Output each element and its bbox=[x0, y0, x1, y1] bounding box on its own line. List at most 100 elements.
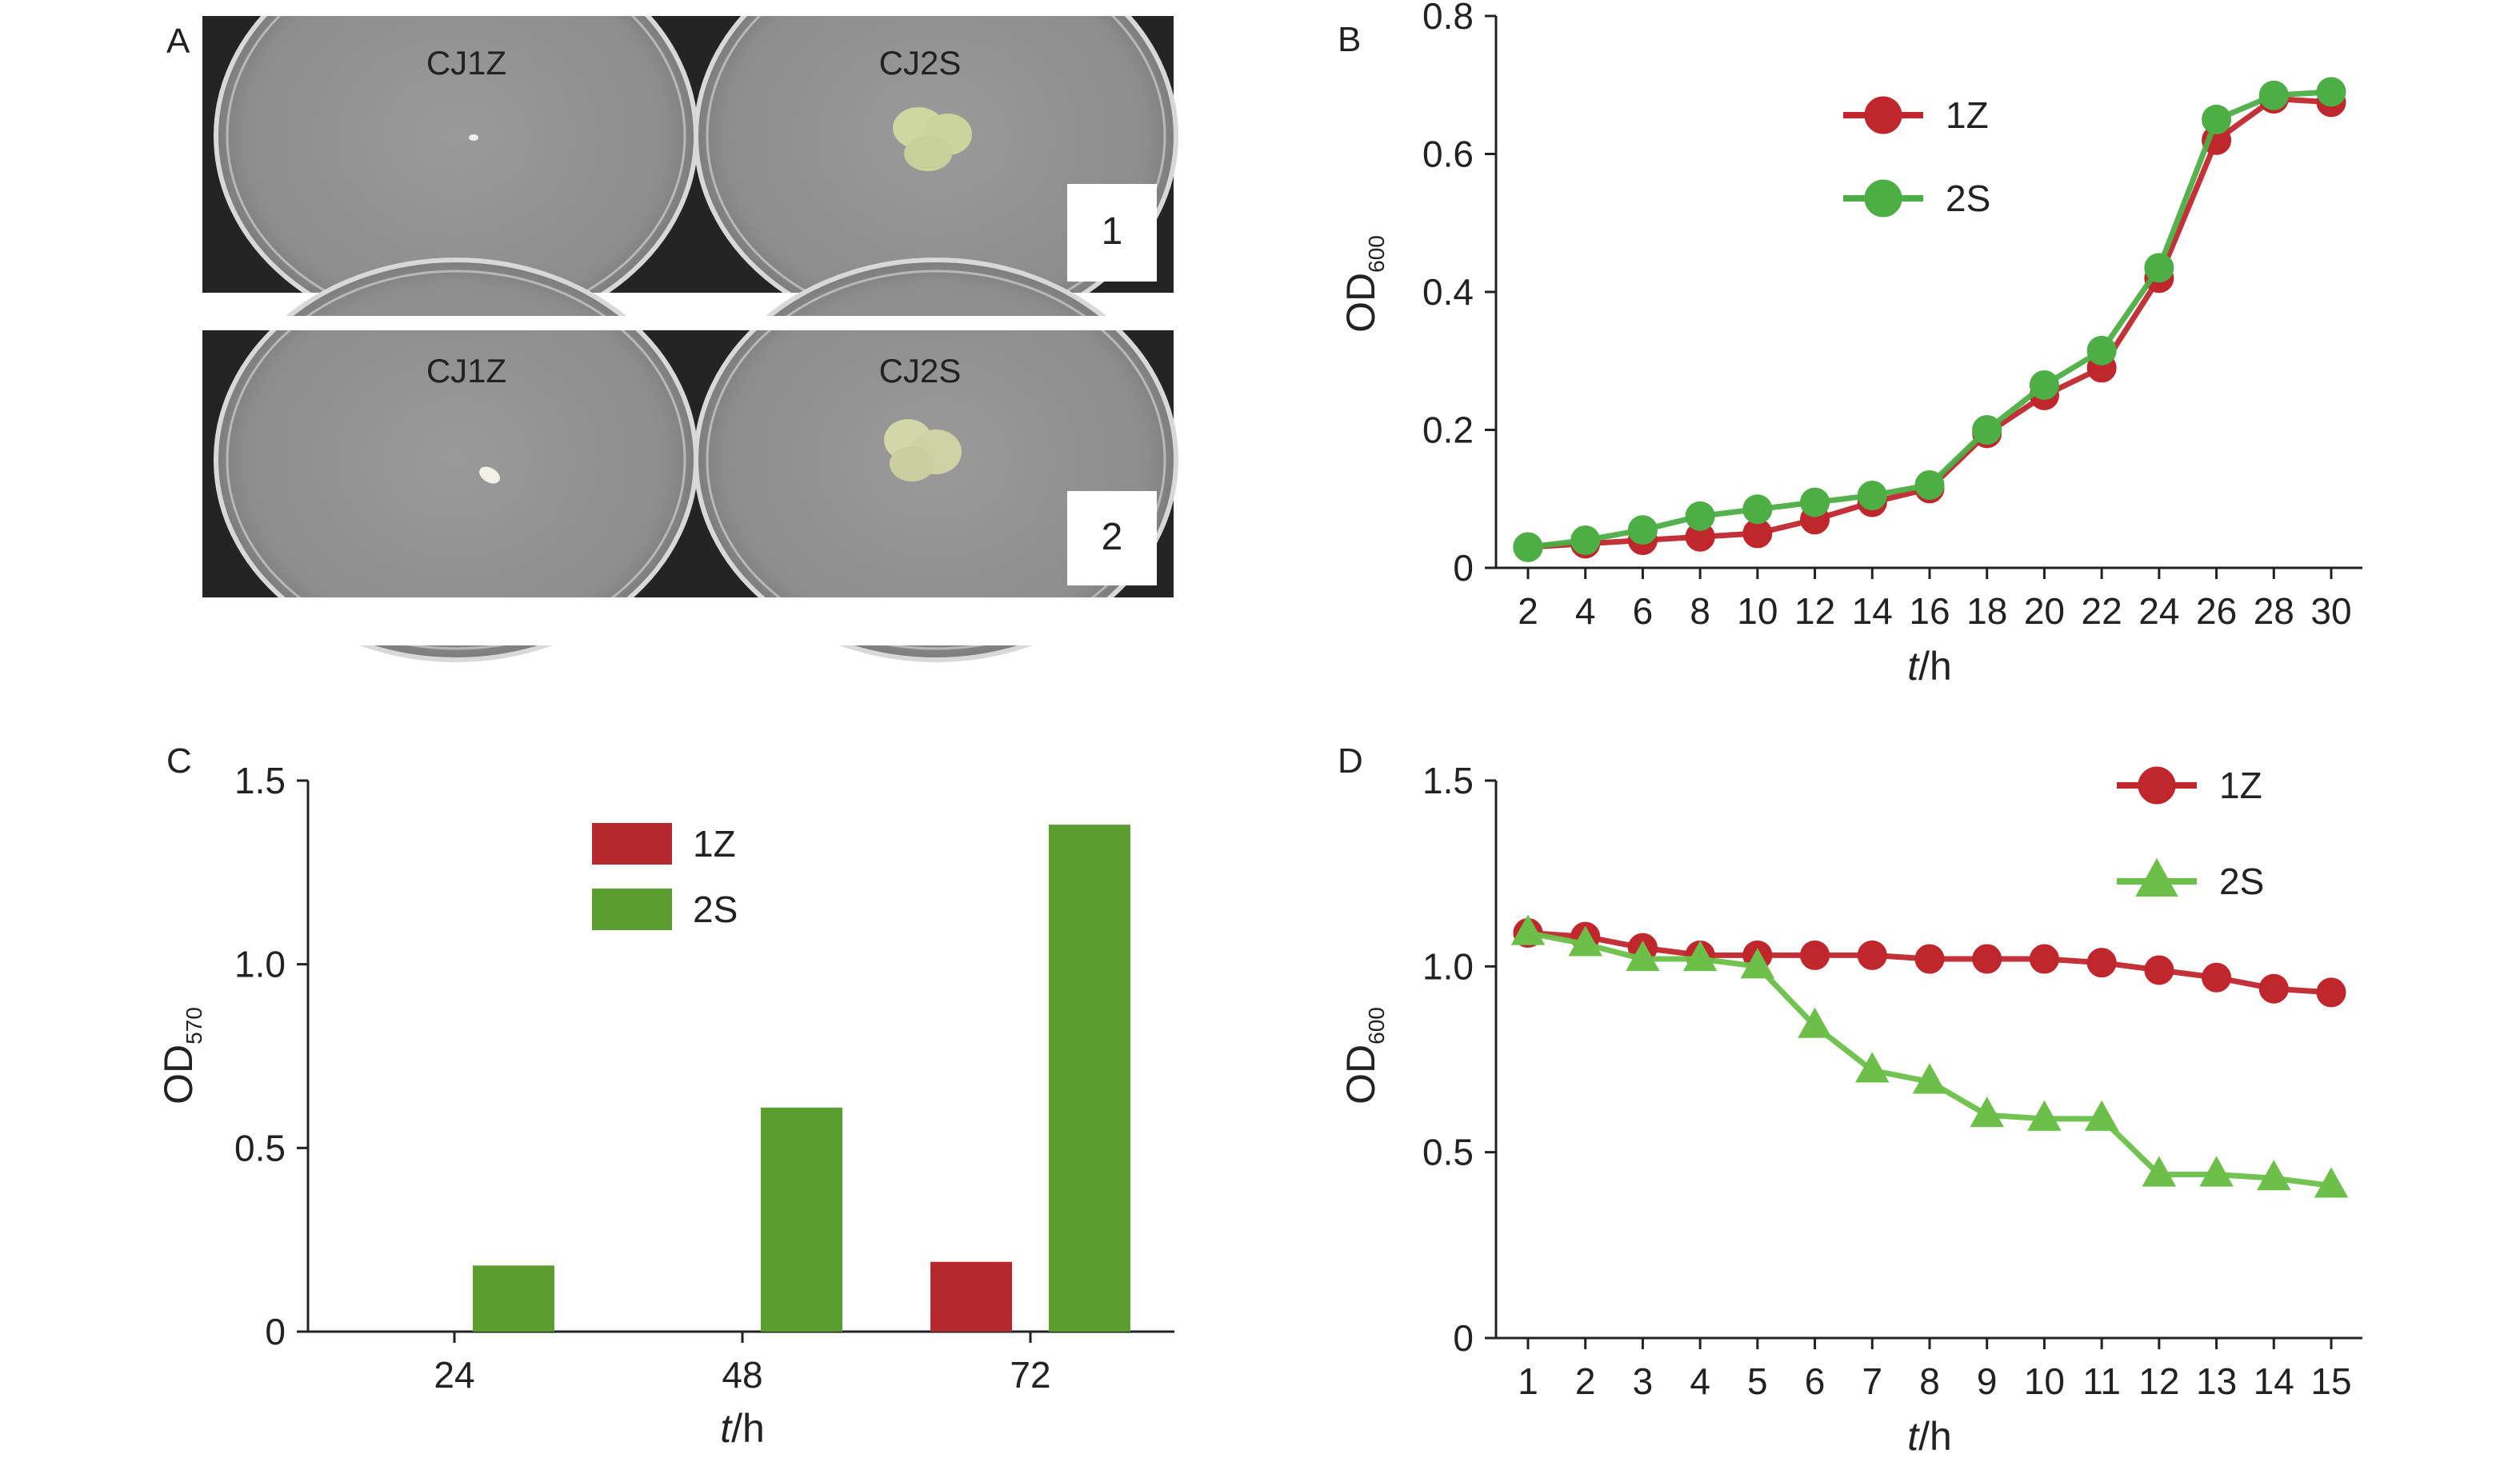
x-tick-label: 12 bbox=[2138, 1360, 2179, 1402]
data-point-1Z bbox=[2144, 955, 2174, 985]
data-point-1Z bbox=[1800, 940, 1830, 970]
x-tick-label: 14 bbox=[2254, 1360, 2294, 1402]
data-point-2S bbox=[2084, 1100, 2119, 1131]
data-point-2S bbox=[1914, 470, 1945, 500]
x-axis-label-variable: t bbox=[1907, 1414, 1920, 1459]
y-tick-label: 0 bbox=[1453, 547, 1474, 589]
panel-label: D bbox=[1338, 741, 1363, 781]
data-point-1Z bbox=[1914, 944, 1945, 974]
data-point-2S bbox=[1682, 940, 1718, 972]
data-point-1Z bbox=[2086, 948, 2117, 978]
x-tick-label: 10 bbox=[2024, 1360, 2065, 1402]
panel-label: B bbox=[1338, 20, 1361, 59]
series-2S bbox=[1513, 77, 2346, 562]
data-point-2S bbox=[2142, 1156, 2177, 1187]
legend-label-2S: 2S bbox=[1946, 178, 1990, 219]
y-tick-label: 0.4 bbox=[1422, 271, 1474, 313]
x-tick-label: 72 bbox=[1010, 1354, 1050, 1396]
x-tick-label: 6 bbox=[1633, 590, 1654, 632]
data-point-2S bbox=[1970, 1097, 2004, 1128]
y-tick-label: 1.0 bbox=[1422, 945, 1474, 987]
x-axis-label-unit: /h bbox=[731, 1406, 765, 1451]
colony-cj1z bbox=[479, 466, 500, 484]
data-point-2S bbox=[2257, 1160, 2291, 1191]
x-tick-label: 13 bbox=[2196, 1360, 2237, 1402]
panel-a-label: A bbox=[166, 22, 190, 61]
data-point-1Z bbox=[1972, 944, 2002, 974]
x-axis-label: t/h bbox=[720, 1406, 765, 1451]
series-2S bbox=[1510, 914, 2349, 1198]
data-point-2S bbox=[1513, 532, 1543, 562]
data-point-1Z bbox=[2029, 944, 2059, 974]
y-axis-label-subscript: 570 bbox=[182, 1007, 206, 1045]
x-tick-label: 5 bbox=[1747, 1360, 1768, 1402]
x-tick-label: 24 bbox=[434, 1354, 474, 1396]
colony-cj2s bbox=[884, 419, 962, 481]
x-tick-label: 6 bbox=[1805, 1360, 1826, 1402]
y-tick-label: 0.8 bbox=[1422, 0, 1474, 37]
x-axis-label-variable: t bbox=[1907, 644, 1920, 689]
photo-number-box bbox=[1067, 491, 1157, 585]
legend-label-2S: 2S bbox=[2219, 861, 2264, 902]
y-axis-label-main: OD bbox=[156, 1045, 201, 1104]
x-tick-label: 1 bbox=[1518, 1360, 1538, 1402]
panel-c-biofilm-bar-chart: 0 0.5 1.0 1.5 OD570 t/h C 24 48 72 1Z 2S bbox=[156, 741, 1174, 1451]
x-axis-label: t/h bbox=[1907, 644, 1952, 689]
data-point-2S bbox=[2202, 104, 2232, 134]
legend-marker-1Z bbox=[1864, 96, 1902, 134]
bar-1Z-72 bbox=[930, 1261, 1013, 1332]
y-axis-label: OD600 bbox=[1338, 235, 1389, 333]
photo-number: 1 bbox=[1102, 210, 1123, 253]
photo-number-box bbox=[1067, 184, 1157, 282]
x-tick-label: 18 bbox=[1966, 590, 2007, 632]
data-point-2S bbox=[2258, 80, 2289, 110]
data-point-2S bbox=[1685, 501, 1715, 531]
data-point-2S bbox=[2029, 369, 2059, 400]
y-tick-label: 0.5 bbox=[234, 1127, 286, 1168]
y-axis-label-subscript: 600 bbox=[1364, 235, 1389, 273]
data-point-2S bbox=[1627, 515, 1658, 545]
x-tick-label: 48 bbox=[722, 1354, 762, 1396]
x-tick-label: 11 bbox=[2082, 1360, 2121, 1402]
x-axis-label-variable: t bbox=[720, 1406, 733, 1451]
x-tick-label: 16 bbox=[1909, 590, 1950, 632]
y-axis-label-subscript: 600 bbox=[1364, 1007, 1389, 1045]
x-axis-label-unit: /h bbox=[1918, 644, 1952, 689]
data-point-2S bbox=[1798, 1007, 1832, 1038]
x-tick-label: 14 bbox=[1852, 590, 1893, 632]
data-point-1Z bbox=[2202, 962, 2232, 993]
data-point-2S bbox=[1800, 487, 1830, 517]
legend-label-1Z: 1Z bbox=[2219, 765, 2262, 806]
data-point-2S bbox=[1510, 914, 1546, 945]
dish-label-right: CJ2S bbox=[879, 352, 962, 389]
data-point-2S bbox=[1626, 940, 1660, 972]
x-tick-label: 2 bbox=[1575, 1360, 1596, 1402]
y-tick-label: 0 bbox=[1453, 1317, 1474, 1359]
y-tick-label: 1.0 bbox=[234, 944, 286, 985]
legend-swatch-1Z bbox=[592, 823, 672, 865]
x-tick-label: 8 bbox=[1690, 590, 1710, 632]
plate-photo-row-1: CJ1Z CJ2S 1 bbox=[202, 0, 1178, 338]
dish-label-left: CJ1Z bbox=[426, 44, 506, 82]
x-tick-label: 3 bbox=[1633, 1360, 1654, 1402]
x-tick-label: 28 bbox=[2254, 590, 2294, 632]
data-point-2S bbox=[1855, 1052, 1890, 1083]
y-axis-label-main: OD bbox=[1338, 1045, 1383, 1104]
colony-cj2s bbox=[893, 107, 972, 171]
x-tick-label: 7 bbox=[1862, 1360, 1882, 1402]
x-tick-label: 4 bbox=[1690, 1360, 1710, 1402]
data-point-2S bbox=[1570, 525, 1601, 555]
data-point-1Z bbox=[2258, 973, 2289, 1004]
data-point-2S bbox=[1857, 480, 1887, 510]
x-tick-label: 30 bbox=[2310, 590, 2351, 632]
y-tick-label: 1.5 bbox=[1422, 760, 1474, 801]
data-point-1Z bbox=[2316, 977, 2346, 1008]
data-point-2S bbox=[2316, 77, 2346, 107]
x-axis-label: t/h bbox=[1907, 1414, 1952, 1459]
x-tick-label: 10 bbox=[1737, 590, 1778, 632]
panel-label: C bbox=[166, 741, 192, 781]
x-tick-label: 12 bbox=[1794, 590, 1835, 632]
data-point-2S bbox=[1568, 925, 1602, 957]
data-point-1Z bbox=[1857, 940, 1887, 970]
legend-marker-1Z bbox=[2138, 766, 2176, 805]
